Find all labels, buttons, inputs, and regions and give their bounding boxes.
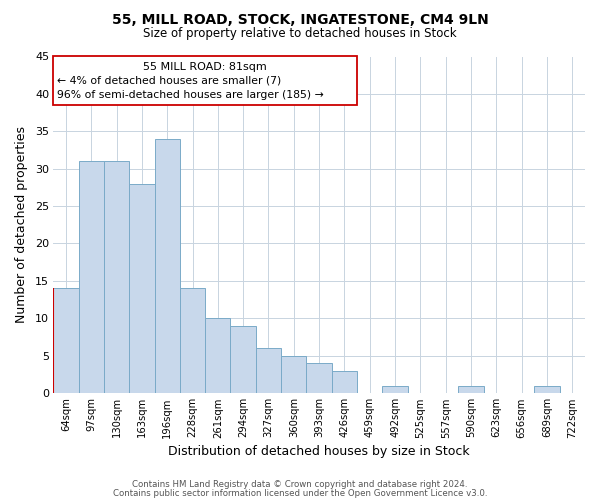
Bar — [205, 318, 230, 393]
Bar — [79, 161, 104, 393]
Text: 55, MILL ROAD, STOCK, INGATESTONE, CM4 9LN: 55, MILL ROAD, STOCK, INGATESTONE, CM4 9… — [112, 12, 488, 26]
Text: Size of property relative to detached houses in Stock: Size of property relative to detached ho… — [143, 28, 457, 40]
Y-axis label: Number of detached properties: Number of detached properties — [15, 126, 28, 324]
Bar — [256, 348, 281, 393]
Text: Contains public sector information licensed under the Open Government Licence v3: Contains public sector information licen… — [113, 488, 487, 498]
Text: 55 MILL ROAD: 81sqm: 55 MILL ROAD: 81sqm — [143, 62, 267, 72]
Bar — [332, 370, 357, 393]
Text: 96% of semi-detached houses are larger (185) →: 96% of semi-detached houses are larger (… — [57, 90, 324, 101]
Bar — [53, 288, 79, 393]
Bar — [458, 386, 484, 393]
Bar — [535, 386, 560, 393]
FancyBboxPatch shape — [53, 56, 357, 105]
Bar — [382, 386, 408, 393]
Bar — [129, 184, 155, 393]
Text: ← 4% of detached houses are smaller (7): ← 4% of detached houses are smaller (7) — [57, 76, 281, 86]
Bar — [180, 288, 205, 393]
Bar — [104, 161, 129, 393]
Bar — [307, 363, 332, 393]
Bar — [281, 356, 307, 393]
Text: Contains HM Land Registry data © Crown copyright and database right 2024.: Contains HM Land Registry data © Crown c… — [132, 480, 468, 489]
X-axis label: Distribution of detached houses by size in Stock: Distribution of detached houses by size … — [169, 444, 470, 458]
Bar — [230, 326, 256, 393]
Bar — [155, 139, 180, 393]
